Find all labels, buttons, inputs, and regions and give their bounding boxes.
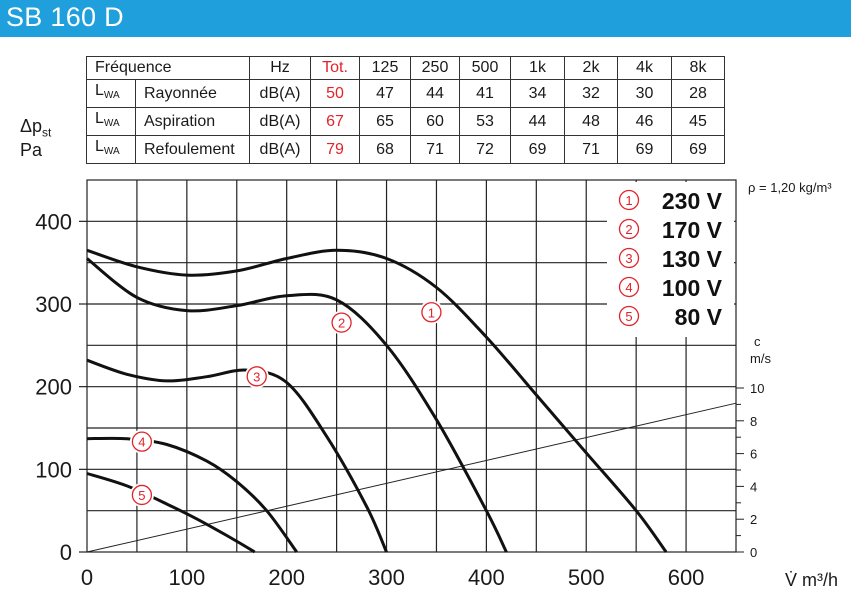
- curve-marker-label: 5: [138, 488, 145, 503]
- y-axis-unit: Pa: [20, 140, 43, 160]
- header-cell: Tot.: [310, 56, 360, 80]
- fan-curve-4: [86, 436, 298, 553]
- fan-curve-2: [86, 257, 508, 553]
- value-cell: 53: [459, 107, 511, 136]
- curve-marker-label: 1: [428, 305, 435, 320]
- lwa-cell: LWA: [86, 79, 136, 108]
- velocity-tick-label: 4: [750, 479, 757, 494]
- x-tick-label: 300: [368, 565, 405, 590]
- unit-cell: dB(A): [249, 107, 311, 136]
- velocity-tick-label: 6: [750, 447, 757, 462]
- curve-marker-circle: [421, 302, 442, 323]
- velocity-tick-label: 8: [750, 414, 757, 429]
- velocity-tick-label: 10: [750, 381, 764, 396]
- unit-cell: dB(A): [249, 79, 311, 108]
- legend-marker-circle: [618, 305, 640, 327]
- x-tick-label: 200: [268, 565, 305, 590]
- value-cell: 69: [617, 135, 672, 164]
- value-cell: 48: [564, 107, 618, 136]
- y-tick-label: 300: [35, 292, 72, 317]
- row-label: Refoulement: [135, 135, 250, 164]
- y-tick-label: 400: [35, 209, 72, 234]
- legend-marker-circle: [618, 189, 640, 211]
- legend-entry: 170 V: [662, 217, 723, 243]
- velocity-axis-unit: m/s: [750, 351, 771, 366]
- value-cell: 28: [671, 79, 725, 108]
- velocity-tick-label: 2: [750, 512, 757, 527]
- x-tick-label: 100: [168, 565, 205, 590]
- table-row: LWA Rayonnée dB(A) 50 47 44 41 34 32 30 …: [86, 79, 725, 108]
- value-cell: 34: [510, 79, 565, 108]
- header-cell: 500: [459, 56, 511, 80]
- header-cell: 2k: [564, 56, 618, 80]
- sound-power-table: Fréquence Hz Tot. 125 250 500 1k 2k 4k 8…: [86, 56, 725, 164]
- value-cell: 44: [410, 79, 460, 108]
- x-axis-label: V̇ m³/h: [785, 570, 838, 590]
- product-title: SB 160 D: [6, 2, 124, 32]
- value-cell: 72: [459, 135, 511, 164]
- y-tick-label: 200: [35, 375, 72, 400]
- x-tick-label: 0: [81, 565, 93, 590]
- y-axis-label: Δpst: [20, 116, 52, 140]
- header-cell: 1k: [510, 56, 565, 80]
- value-cell: 41: [459, 79, 511, 108]
- row-label: Rayonnée: [135, 79, 250, 108]
- value-cell: 71: [564, 135, 618, 164]
- value-cell: 32: [564, 79, 618, 108]
- legend-marker-circle: [618, 218, 640, 240]
- curve-marker-circle: [331, 312, 352, 333]
- legend-marker-label: 3: [625, 251, 632, 266]
- value-cell: 71: [410, 135, 460, 164]
- curve-marker-label: 2: [338, 316, 345, 331]
- velocity-tick-label: 0: [750, 545, 757, 560]
- density-note: ρ = 1,20 kg/m³: [748, 180, 832, 195]
- x-tick-label: 400: [468, 565, 505, 590]
- header-cell: 8k: [671, 56, 725, 80]
- fan-curve-5: [86, 472, 256, 554]
- plot-border: [86, 179, 737, 553]
- table-row: LWA Aspiration dB(A) 67 65 60 53 44 48 4…: [86, 107, 725, 136]
- table-row: LWA Refoulement dB(A) 79 68 71 72 69 71 …: [86, 135, 725, 164]
- legend-entry: 130 V: [662, 246, 723, 272]
- fan-curve-1: [86, 248, 668, 553]
- velocity-axis-symbol: c: [754, 334, 761, 349]
- y-tick-label: 100: [35, 457, 72, 482]
- x-tick-label: 600: [668, 565, 705, 590]
- value-cell: 69: [671, 135, 725, 164]
- value-cell: 69: [510, 135, 565, 164]
- y-tick-label: 0: [60, 540, 72, 565]
- value-cell: 46: [617, 107, 672, 136]
- legend-marker-circle: [618, 276, 640, 298]
- system-line: [86, 402, 737, 553]
- curve-marker-circle: [246, 366, 267, 387]
- legend-marker-label: 5: [625, 309, 632, 324]
- curve-marker-circle: [131, 484, 153, 506]
- title-bar: SB 160 D: [0, 0, 851, 37]
- legend-entry: 100 V: [662, 275, 723, 301]
- unit-cell: dB(A): [249, 135, 311, 164]
- value-cell: 68: [359, 135, 411, 164]
- table-header-row: Fréquence Hz Tot. 125 250 500 1k 2k 4k 8…: [86, 56, 725, 80]
- legend-entry: 230 V: [662, 188, 723, 214]
- lwa-cell: LWA: [86, 135, 136, 164]
- legend-marker-circle: [618, 247, 640, 269]
- x-tick-label: 500: [568, 565, 605, 590]
- curve-marker-label: 4: [138, 435, 145, 450]
- header-cell: Fréquence: [86, 56, 250, 80]
- legend-entry: 80 V: [675, 304, 723, 330]
- legend-marker-label: 4: [625, 280, 632, 295]
- legend-marker-label: 1: [625, 193, 632, 208]
- legend-marker-label: 2: [625, 222, 632, 237]
- header-cell: 4k: [617, 56, 672, 80]
- curve-marker-circle: [131, 431, 153, 452]
- curve-marker-label: 3: [253, 369, 260, 384]
- row-label: Aspiration: [135, 107, 250, 136]
